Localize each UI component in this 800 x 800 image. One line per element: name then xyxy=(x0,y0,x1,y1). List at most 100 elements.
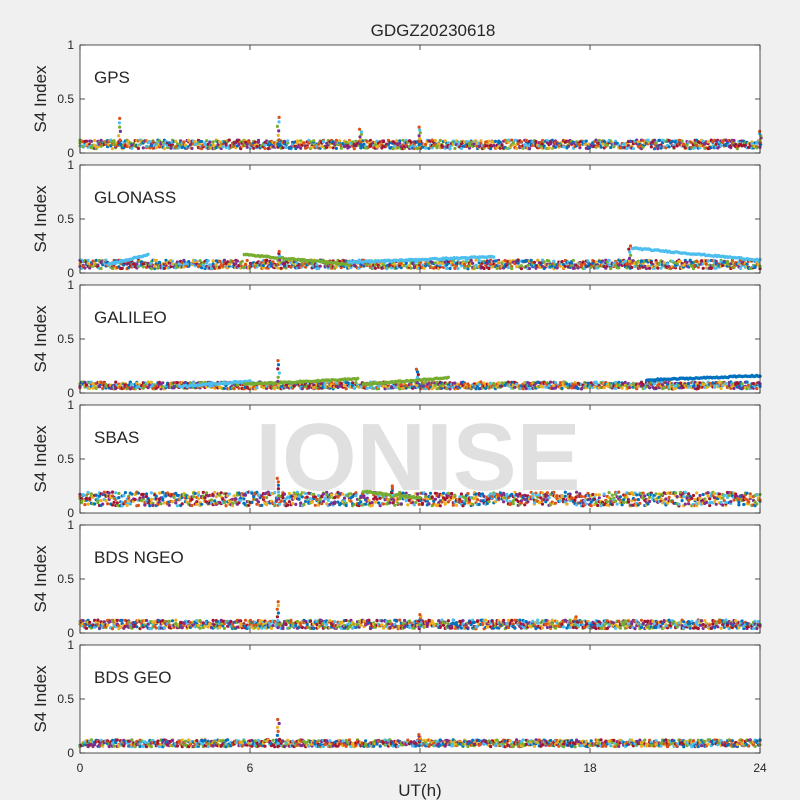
data-point xyxy=(558,264,563,268)
data-point xyxy=(222,386,226,390)
data-point xyxy=(516,141,520,146)
data-point xyxy=(424,146,428,150)
data-point xyxy=(203,141,207,145)
data-point xyxy=(409,140,413,144)
data-point xyxy=(195,502,199,506)
data-point xyxy=(523,143,527,147)
data-point xyxy=(154,494,158,498)
data-point xyxy=(263,146,267,151)
data-point xyxy=(104,499,108,503)
spike-point xyxy=(277,129,281,133)
y-tick-label: 0.5 xyxy=(57,212,74,226)
data-point xyxy=(200,502,204,506)
data-point xyxy=(719,386,723,391)
data-point xyxy=(153,264,157,268)
spike-point xyxy=(277,371,281,375)
data-point xyxy=(347,145,351,149)
data-point xyxy=(547,146,551,150)
data-point xyxy=(670,139,675,143)
data-point xyxy=(631,146,636,151)
data-point xyxy=(719,144,723,148)
data-point xyxy=(227,492,231,496)
spike-point xyxy=(277,120,281,124)
data-point xyxy=(446,141,450,145)
data-point xyxy=(120,266,124,270)
data-point xyxy=(331,146,335,150)
data-point xyxy=(381,140,386,144)
data-point xyxy=(515,265,519,269)
data-point xyxy=(110,490,115,494)
data-point xyxy=(243,262,248,267)
data-point xyxy=(93,502,97,506)
spike-point xyxy=(417,125,421,129)
data-point xyxy=(123,491,127,495)
data-point xyxy=(213,499,217,503)
spike-point xyxy=(277,249,281,253)
data-point xyxy=(154,146,158,150)
spike-point xyxy=(359,130,363,134)
data-point xyxy=(620,386,624,390)
data-point xyxy=(161,490,165,494)
data-point xyxy=(193,140,197,144)
data-point xyxy=(617,380,621,384)
data-point xyxy=(511,141,515,145)
data-point xyxy=(141,265,145,269)
data-point xyxy=(755,146,759,150)
data-point xyxy=(196,493,201,497)
data-point xyxy=(489,147,493,151)
data-point xyxy=(148,504,152,508)
data-point xyxy=(127,496,131,500)
panel-plot-area xyxy=(80,165,760,273)
spike-point xyxy=(416,373,420,377)
data-point xyxy=(599,145,603,149)
data-point xyxy=(612,145,616,149)
data-point xyxy=(352,147,356,151)
data-point xyxy=(424,142,428,147)
spike-point xyxy=(118,138,122,142)
data-point xyxy=(190,497,194,501)
data-point xyxy=(453,146,457,151)
spike-point xyxy=(418,139,422,144)
data-point xyxy=(510,138,514,142)
spike-point xyxy=(276,379,280,383)
data-point xyxy=(601,142,605,146)
data-point xyxy=(680,139,684,143)
spike-point xyxy=(415,375,420,379)
data-point xyxy=(318,264,322,268)
data-point xyxy=(190,146,194,150)
data-point xyxy=(127,383,131,387)
data-point xyxy=(534,139,538,144)
data-point xyxy=(552,259,556,263)
data-point xyxy=(167,503,171,507)
data-point xyxy=(180,502,184,506)
data-point xyxy=(141,146,145,150)
data-point xyxy=(508,259,512,263)
data-point xyxy=(602,386,606,390)
data-point xyxy=(745,380,749,384)
data-point xyxy=(456,266,460,271)
data-point xyxy=(232,494,236,498)
data-point xyxy=(200,139,204,144)
data-point xyxy=(218,140,222,144)
data-point xyxy=(717,380,722,384)
data-point xyxy=(110,503,115,507)
data-point xyxy=(255,145,259,149)
data-point xyxy=(605,143,610,147)
constellation-label: GALILEO xyxy=(94,308,167,327)
data-point xyxy=(516,261,520,265)
data-point xyxy=(320,144,324,149)
data-point xyxy=(365,386,369,390)
data-point xyxy=(159,502,163,506)
data-point xyxy=(221,145,225,149)
data-point xyxy=(339,146,343,150)
data-point xyxy=(467,146,472,150)
data-point xyxy=(479,139,483,143)
data-point xyxy=(242,266,246,270)
data-point xyxy=(227,138,231,142)
data-point xyxy=(433,138,437,143)
data-point xyxy=(174,139,178,143)
data-point xyxy=(237,142,241,147)
data-point xyxy=(667,145,671,149)
data-point xyxy=(242,497,246,501)
